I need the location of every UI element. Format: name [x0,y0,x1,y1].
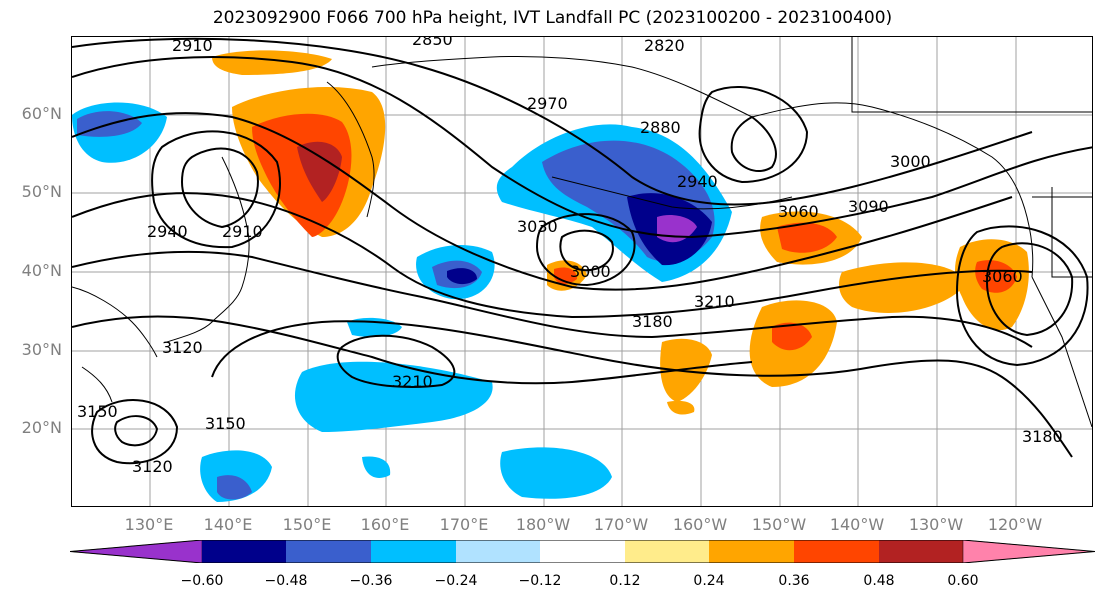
lat-label: 60°N [21,104,62,123]
contour-label: 2850 [412,37,453,49]
contour-label: 3210 [694,292,735,311]
lon-label: 160°E [360,515,410,534]
contour-label: 2820 [644,37,685,55]
colorbar-segment [371,540,456,563]
contour-label: 3000 [890,152,931,171]
colorbar-tick: 0.24 [693,573,725,589]
lon-label: 170°W [593,515,649,534]
contour-label: 3150 [77,402,118,421]
lat-label: 30°N [21,340,62,359]
contour-label: 2940 [147,222,188,241]
colorbar-segment [962,540,1095,563]
colorbar-tick: −0.48 [264,573,308,589]
contour-label: 2910 [222,222,263,241]
colorbar-tick: −0.12 [518,573,562,589]
colorbar-segment [879,540,963,563]
contour-label: 2880 [640,118,681,137]
contour-label: 3180 [632,312,673,331]
lon-label: 130°W [908,515,964,534]
contour-label: 3060 [778,202,819,221]
contour-label: 2970 [527,94,568,113]
contour-label: 3060 [982,267,1023,286]
ivt-negative-shading [72,102,732,502]
coastlines [72,37,1092,428]
lon-label: 160°W [672,515,728,534]
lon-label: 150°E [282,515,332,534]
lat-label: 20°N [21,418,62,437]
lon-label: 150°W [751,515,807,534]
map-title: 2023092900 F066 700 hPa height, IVT Land… [212,8,893,28]
colorbar-segment [625,540,709,563]
contour-label: 2910 [172,37,213,55]
contour-label: 3120 [132,457,173,476]
colorbar-segment [286,540,371,563]
colorbar-segment [794,540,879,563]
colorbar-tick: 0.36 [778,573,810,589]
colorbar-tick: −0.60 [180,573,224,589]
colorbar-tick: 0.48 [863,573,895,589]
contour-label: 3150 [205,414,246,433]
lon-label: 170°E [439,515,489,534]
lat-label: 50°N [21,182,62,201]
lon-label: 130°E [124,515,174,534]
lat-label: 40°N [21,261,62,280]
colorbar-tick: 0.12 [609,573,641,589]
contour-labels: 2910 2850 2820 2970 2880 2940 3000 3030 … [77,37,1063,476]
contour-label: 3120 [162,338,203,357]
colorbar-segment [540,540,625,563]
lon-label: 120°W [987,515,1043,534]
colorbar-segment [202,540,286,563]
colorbar-tick: −0.36 [349,573,393,589]
map-canvas: 2910 2850 2820 2970 2880 2940 3000 3030 … [72,37,1092,506]
contour-label: 3090 [848,197,889,216]
contour-label: 2940 [677,172,718,191]
contour-label: 3000 [570,262,611,281]
contour-label: 3210 [392,372,433,391]
colorbar-segment [70,540,203,563]
height-contours [72,37,1092,465]
map-plot-area: 2910 2850 2820 2970 2880 2940 3000 3030 … [71,36,1093,507]
colorbar [70,540,1095,563]
lon-label: 180°W [515,515,571,534]
lon-label: 140°E [203,515,253,534]
colorbar-segment [456,540,540,563]
colorbar-segment [709,540,794,563]
contour-label: 3180 [1022,427,1063,446]
colorbar-tick: −0.24 [434,573,478,589]
lon-label: 140°W [829,515,885,534]
ivt-positive-shading [212,50,1029,415]
colorbar-tick: 0.60 [947,573,979,589]
contour-label: 3030 [517,217,558,236]
